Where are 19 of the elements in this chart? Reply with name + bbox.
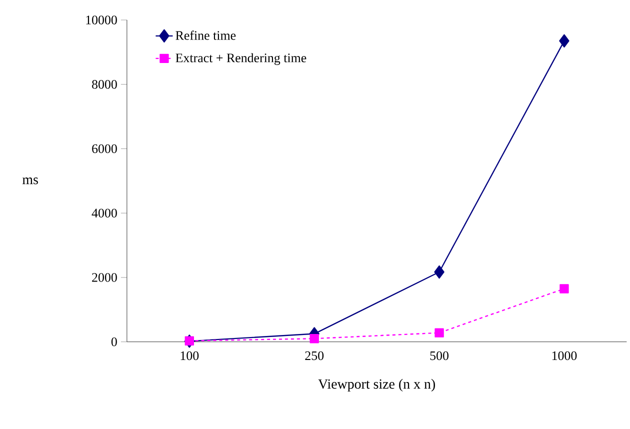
y-tick-label: 10000 (86, 16, 117, 24)
y-tick-label: 4000 (92, 208, 117, 218)
y-tick-label: 8000 (92, 80, 117, 89)
x-tick-label: 500 (430, 351, 448, 360)
y-tick-label: 0 (111, 338, 117, 346)
x-tick-label: 250 (305, 351, 324, 360)
legend-label: Refine time (176, 30, 236, 40)
legend-label: Extract + Rendering time (176, 53, 306, 66)
point (434, 266, 444, 279)
x-tick-label: 1000 (552, 351, 577, 360)
point (559, 34, 570, 48)
y-axis-title: ms (22, 178, 38, 184)
point (310, 334, 319, 344)
y-tick-label: 2000 (92, 273, 117, 282)
point (434, 328, 444, 338)
x-axis-title: Viewport size (n x n) (318, 379, 435, 392)
y-tick-label: 6000 (92, 144, 117, 154)
x-tick-label: 100 (180, 351, 199, 360)
point (560, 284, 569, 294)
